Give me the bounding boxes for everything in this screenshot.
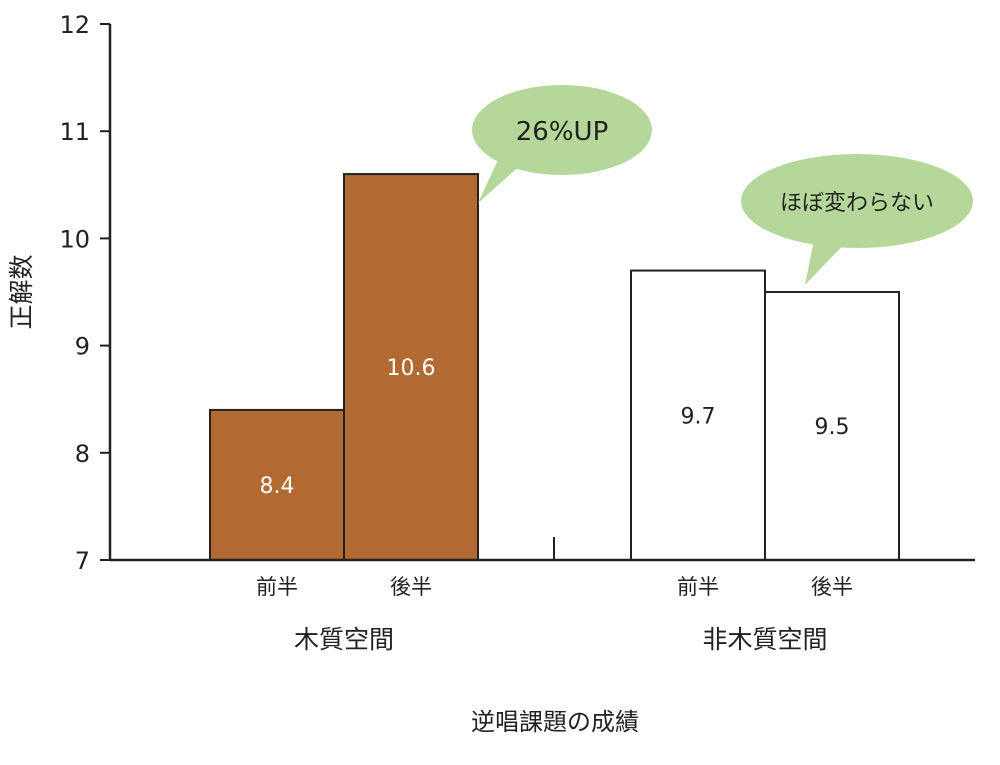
bar-value-label: 10.6 (387, 356, 436, 381)
callout-text: 26%UP (516, 117, 609, 147)
bars-layer: 8.4 10.6 9.7 9.5 (209, 173, 900, 562)
y-tick-label: 11 (59, 118, 90, 146)
x-axis-label: 逆唱課題の成績 (471, 708, 639, 736)
category-label: 前半 (677, 575, 719, 599)
callout-bubble (472, 85, 652, 175)
bar-value-label: 9.5 (815, 415, 850, 440)
bar (209, 408, 345, 562)
callout-bubble (741, 154, 973, 248)
category-label: 後半 (390, 575, 432, 599)
category-label: 前半 (256, 575, 298, 599)
group-label: 木質空間 (294, 625, 394, 654)
category-label: 後半 (811, 575, 853, 599)
y-tick-label: 7 (75, 547, 90, 575)
y-tick-label: 9 (75, 333, 90, 361)
y-ticks: 7 8 9 10 11 12 (59, 11, 110, 575)
y-tick-label: 10 (59, 225, 90, 253)
group-label: 非木質空間 (702, 625, 827, 654)
y-axis-label: 正解数 (7, 254, 36, 329)
y-tick-label: 12 (59, 11, 90, 39)
bar-value-label: 8.4 (260, 474, 295, 499)
callout-pointer (478, 160, 522, 203)
axes-layer (108, 24, 975, 562)
bar-value-label: 9.7 (681, 404, 716, 429)
callouts-layer: 26%UP ほぼ変わらない (472, 85, 973, 285)
callout-text: ほぼ変わらない (780, 191, 934, 216)
y-tick-label: 8 (75, 440, 90, 468)
bar (343, 173, 479, 562)
